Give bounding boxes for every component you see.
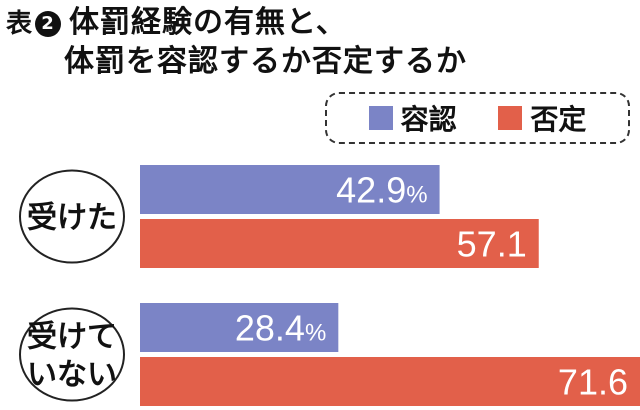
category-ornament <box>19 307 125 402</box>
category-label: 受けた <box>27 201 117 236</box>
legend-item-deny: 否定 <box>498 98 586 138</box>
legend-label-accept: 容認 <box>400 103 457 136</box>
title-text-1: 体罰経験の有無と、 <box>69 5 347 40</box>
data-label: 71.6 <box>558 362 628 403</box>
bar-deny <box>140 219 539 268</box>
legend-label-deny: 否定 <box>530 103 587 136</box>
title-line-1: 表 2 体罰経験の有無と、 <box>6 4 467 43</box>
bar-accept <box>140 303 339 352</box>
bar-deny <box>140 357 640 406</box>
legend-swatch-accept <box>368 106 393 130</box>
legend-item-accept: 容認 <box>368 98 457 138</box>
chart-title: 表 2 体罰経験の有無と、 体罰を容認するか否定するか <box>6 4 467 81</box>
title-prefix: 表 <box>6 9 34 39</box>
bar-accept <box>140 165 440 214</box>
title-line-2: 体罰を容認するか否定するか <box>6 43 467 81</box>
category-label: 受けて <box>27 320 117 355</box>
title-text-2: 体罰を容認するか否定するか <box>64 44 467 79</box>
legend: 容認 否定 <box>325 92 630 144</box>
category-label: いない <box>27 358 117 393</box>
table-number-badge: 2 <box>35 11 62 37</box>
category-ornament <box>19 169 125 264</box>
data-label: 57.1 <box>457 224 527 265</box>
legend-swatch-deny <box>498 106 523 130</box>
